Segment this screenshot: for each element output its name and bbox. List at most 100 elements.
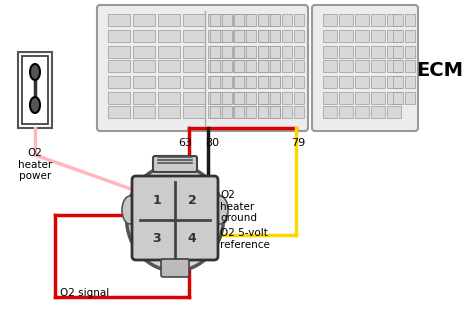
Bar: [133, 46, 155, 58]
Bar: [270, 46, 280, 58]
Bar: [158, 46, 180, 58]
Bar: [246, 92, 256, 104]
Bar: [158, 60, 180, 72]
FancyBboxPatch shape: [22, 56, 48, 124]
Bar: [183, 46, 205, 58]
Bar: [355, 92, 369, 104]
Bar: [246, 60, 256, 72]
Bar: [393, 76, 403, 88]
Bar: [294, 60, 304, 72]
Bar: [393, 30, 403, 42]
Bar: [371, 76, 385, 88]
Bar: [133, 76, 155, 88]
Bar: [282, 92, 292, 104]
Bar: [339, 76, 353, 88]
FancyBboxPatch shape: [161, 259, 189, 277]
Bar: [234, 106, 244, 118]
Bar: [222, 106, 232, 118]
Bar: [208, 46, 230, 58]
Text: ECM: ECM: [417, 60, 464, 79]
Bar: [258, 60, 268, 72]
Bar: [387, 76, 401, 88]
Bar: [393, 14, 403, 26]
Bar: [208, 92, 230, 104]
Bar: [258, 46, 280, 58]
Bar: [108, 76, 130, 88]
Bar: [270, 14, 280, 26]
Bar: [222, 92, 232, 104]
Bar: [210, 76, 220, 88]
Bar: [233, 14, 255, 26]
Bar: [371, 106, 385, 118]
Bar: [294, 92, 304, 104]
Bar: [258, 14, 280, 26]
Bar: [233, 60, 255, 72]
Bar: [210, 30, 220, 42]
Bar: [258, 76, 280, 88]
Bar: [282, 76, 292, 88]
Bar: [339, 106, 353, 118]
Bar: [371, 46, 385, 58]
Bar: [258, 60, 280, 72]
Ellipse shape: [30, 64, 40, 80]
Bar: [222, 76, 232, 88]
Bar: [258, 46, 268, 58]
Text: 4: 4: [188, 232, 196, 245]
Text: 1: 1: [153, 193, 161, 206]
Bar: [371, 30, 385, 42]
Bar: [294, 30, 304, 42]
Bar: [208, 30, 230, 42]
Bar: [393, 60, 403, 72]
Bar: [355, 76, 369, 88]
Bar: [158, 30, 180, 42]
Bar: [355, 60, 369, 72]
Bar: [323, 76, 337, 88]
Bar: [183, 92, 205, 104]
Bar: [158, 92, 180, 104]
FancyBboxPatch shape: [18, 52, 52, 128]
Bar: [246, 76, 256, 88]
Bar: [387, 106, 401, 118]
FancyBboxPatch shape: [312, 5, 418, 131]
Bar: [246, 106, 256, 118]
Bar: [258, 30, 280, 42]
Bar: [355, 46, 369, 58]
Bar: [339, 14, 353, 26]
Text: O2 5-volt
reference: O2 5-volt reference: [220, 228, 270, 250]
Bar: [355, 14, 369, 26]
Bar: [387, 60, 401, 72]
Bar: [339, 30, 353, 42]
Text: O2 signal: O2 signal: [60, 288, 109, 298]
Ellipse shape: [122, 196, 138, 224]
Text: O2
heater
ground: O2 heater ground: [220, 190, 257, 223]
Bar: [222, 60, 232, 72]
Bar: [270, 76, 280, 88]
Text: 79: 79: [291, 138, 305, 148]
Bar: [234, 76, 244, 88]
Bar: [387, 46, 401, 58]
Bar: [234, 46, 244, 58]
Bar: [258, 76, 268, 88]
Bar: [282, 30, 292, 42]
Bar: [323, 30, 337, 42]
Bar: [405, 76, 415, 88]
Bar: [108, 14, 130, 26]
Ellipse shape: [212, 196, 228, 224]
Bar: [294, 106, 304, 118]
Bar: [282, 60, 292, 72]
Bar: [222, 30, 232, 42]
Bar: [234, 60, 244, 72]
Bar: [405, 92, 415, 104]
Text: O2
heater
power: O2 heater power: [18, 148, 52, 181]
Bar: [233, 92, 255, 104]
Bar: [323, 14, 337, 26]
Bar: [387, 92, 401, 104]
Bar: [158, 106, 180, 118]
Bar: [208, 14, 230, 26]
Bar: [246, 46, 256, 58]
Bar: [282, 106, 292, 118]
Bar: [371, 14, 385, 26]
Bar: [323, 92, 337, 104]
Ellipse shape: [30, 97, 40, 113]
Bar: [355, 30, 369, 42]
